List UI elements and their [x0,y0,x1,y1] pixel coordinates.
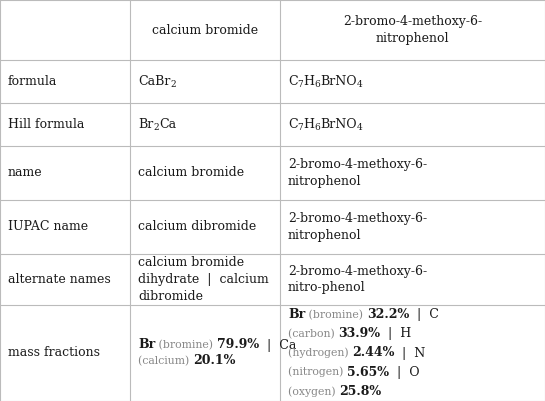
Text: |  O: | O [389,366,420,379]
Bar [0,146,130,200]
Text: (hydrogen): (hydrogen) [288,348,352,358]
Bar [0,305,130,401]
Text: BrNO: BrNO [320,75,357,88]
Text: 32.2%: 32.2% [367,308,409,321]
Text: 33.9%: 33.9% [338,327,380,340]
Bar [0,60,130,103]
Text: |  H: | H [380,327,411,340]
Text: |  C: | C [409,308,439,321]
Text: 7: 7 [298,123,304,132]
Text: 7: 7 [298,80,304,89]
Text: IUPAC name: IUPAC name [8,221,88,233]
Bar [0,103,130,146]
Bar [280,305,545,401]
Text: Br: Br [138,338,155,352]
Text: (calcium): (calcium) [138,356,193,366]
Bar [130,200,280,254]
Text: formula: formula [8,75,57,88]
Bar [130,0,280,60]
Text: calcium bromide: calcium bromide [138,166,244,180]
Text: 6: 6 [314,123,320,132]
Text: CaBr: CaBr [138,75,171,88]
Text: Ca: Ca [159,118,176,131]
Bar [130,103,280,146]
Bar [280,254,545,305]
Text: 4: 4 [357,80,362,89]
Text: 5.65%: 5.65% [347,366,389,379]
Text: |  N: | N [395,346,426,360]
Bar [280,200,545,254]
Text: calcium bromide: calcium bromide [152,24,258,36]
Text: mass fractions: mass fractions [8,346,100,360]
Text: C: C [288,118,298,131]
Bar [0,200,130,254]
Bar [280,146,545,200]
Text: 2-bromo-4-methoxy-6-
nitrophenol: 2-bromo-4-methoxy-6- nitrophenol [288,158,427,188]
Bar [130,60,280,103]
Text: name: name [8,166,43,180]
Text: |  Ca: | Ca [259,338,296,352]
Bar [130,146,280,200]
Bar [280,60,545,103]
Text: Br: Br [288,308,305,321]
Text: Hill formula: Hill formula [8,118,84,131]
Text: 2: 2 [171,80,176,89]
Text: H: H [304,118,314,131]
Bar [280,0,545,60]
Text: 2: 2 [153,123,159,132]
Text: 2-bromo-4-methoxy-6-
nitro-phenol: 2-bromo-4-methoxy-6- nitro-phenol [288,265,427,294]
Text: 6: 6 [314,80,320,89]
Bar [0,0,130,60]
Text: 4: 4 [357,123,362,132]
Text: (nitrogen): (nitrogen) [288,367,347,377]
Text: (oxygen): (oxygen) [288,386,339,397]
Text: Br: Br [138,118,153,131]
Bar [280,103,545,146]
Text: alternate names: alternate names [8,273,111,286]
Text: 2-bromo-4-methoxy-6-
nitrophenol: 2-bromo-4-methoxy-6- nitrophenol [288,212,427,242]
Text: C: C [288,75,298,88]
Text: 25.8%: 25.8% [339,385,382,398]
Text: calcium dibromide: calcium dibromide [138,221,256,233]
Bar [0,254,130,305]
Bar [130,305,280,401]
Text: (carbon): (carbon) [288,329,338,339]
Text: 79.9%: 79.9% [217,338,259,352]
Text: (bromine): (bromine) [305,310,367,320]
Bar [130,254,280,305]
Text: BrNO: BrNO [320,118,357,131]
Text: (bromine): (bromine) [155,340,217,350]
Text: 2.44%: 2.44% [352,346,395,360]
Text: calcium bromide
dihydrate  |  calcium
dibromide: calcium bromide dihydrate | calcium dibr… [138,256,269,303]
Text: H: H [304,75,314,88]
Text: 20.1%: 20.1% [193,354,235,367]
Text: 2-bromo-4-methoxy-6-
nitrophenol: 2-bromo-4-methoxy-6- nitrophenol [343,15,482,45]
